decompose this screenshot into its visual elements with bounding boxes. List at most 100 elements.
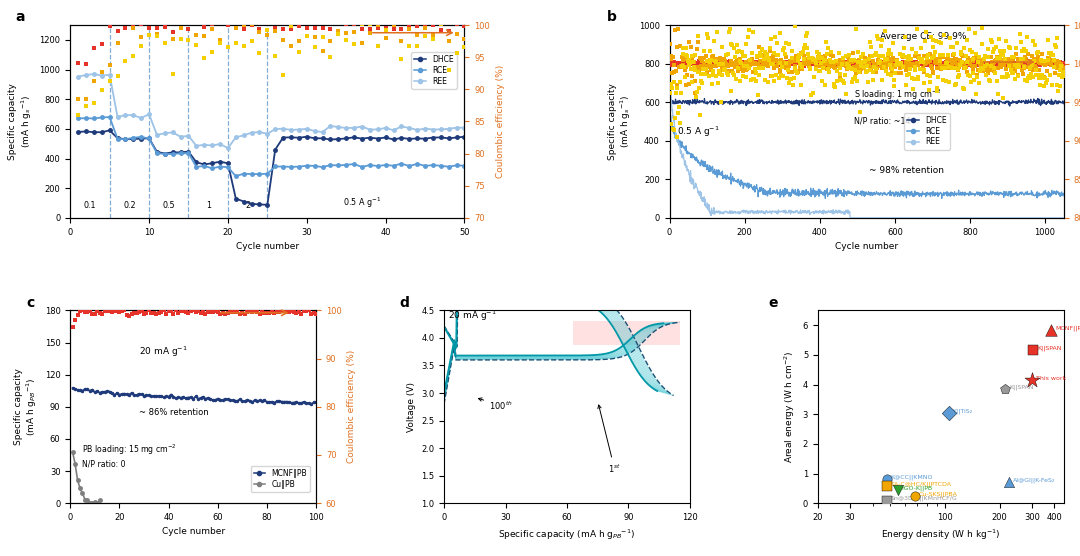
Point: [1018, 33, 1036, 42]
Point: [900, 61, 917, 70]
Point: [854, 60, 872, 69]
Point: [954, 57, 971, 66]
Point: [937, 58, 955, 67]
Point: [1050, 71, 1067, 80]
Point: [951, 55, 969, 64]
Point: [865, 58, 882, 67]
Point: [827, 57, 845, 66]
Point: [970, 61, 987, 70]
Point: [978, 67, 996, 76]
Point: [917, 59, 934, 68]
Point: [314, 23, 332, 32]
Point: [875, 61, 892, 70]
Point: [717, 58, 734, 67]
Point: [968, 52, 985, 61]
Point: [880, 59, 897, 68]
Point: [809, 59, 826, 68]
Point: [852, 61, 869, 70]
Point: [834, 77, 851, 86]
Point: [711, 54, 728, 63]
Point: [795, 59, 812, 68]
Point: [665, 59, 683, 68]
Point: [798, 54, 815, 63]
Point: [921, 71, 939, 80]
Point: [248, 307, 266, 316]
Point: [773, 58, 791, 67]
Point: [943, 59, 960, 68]
Point: [160, 306, 177, 315]
Point: [987, 61, 1004, 70]
Point: [768, 59, 785, 68]
Point: [934, 76, 951, 85]
Point: [900, 59, 917, 68]
Point: [888, 61, 905, 70]
Point: [671, 60, 688, 69]
Point: [678, 71, 696, 80]
Point: [822, 47, 839, 56]
Point: [751, 63, 768, 72]
Point: [879, 61, 896, 70]
Point: [959, 71, 976, 80]
Point: [856, 57, 874, 66]
Point: [889, 59, 906, 68]
Point: [1037, 60, 1054, 69]
Point: [183, 307, 200, 316]
Point: [863, 42, 880, 51]
Point: [734, 61, 752, 70]
Point: [1021, 60, 1038, 69]
Point: [730, 59, 747, 68]
Point: [732, 59, 750, 68]
Point: [708, 58, 726, 67]
Point: [870, 58, 888, 67]
Point: [990, 34, 1008, 43]
Point: [759, 57, 777, 66]
Point: [777, 39, 794, 48]
Point: [927, 58, 944, 67]
Point: [826, 79, 843, 88]
Point: [726, 58, 743, 67]
Point: [805, 56, 822, 64]
Point: [1011, 61, 1028, 70]
Point: [901, 60, 918, 69]
Point: [834, 58, 851, 67]
Point: [338, 28, 355, 37]
Point: [895, 43, 913, 52]
Point: [816, 81, 834, 90]
Point: [692, 76, 710, 85]
Point: [880, 61, 897, 70]
Point: [737, 60, 754, 69]
Point: [845, 48, 862, 57]
Point: [235, 41, 253, 50]
Point: [720, 28, 738, 37]
Point: [1022, 56, 1039, 65]
Point: [1029, 53, 1047, 62]
Point: [1024, 36, 1041, 45]
Point: [1047, 59, 1064, 68]
Point: [804, 54, 821, 63]
Point: [907, 58, 924, 67]
Point: [1009, 54, 1026, 63]
Point: [1053, 60, 1070, 69]
Point: [674, 60, 691, 69]
Point: [109, 72, 126, 81]
Point: [794, 62, 811, 71]
Point: [696, 59, 713, 68]
Point: [782, 58, 799, 67]
Point: [757, 59, 774, 68]
Point: [792, 60, 809, 69]
Point: [712, 70, 729, 78]
Point: [726, 61, 743, 70]
Point: [681, 60, 699, 69]
Point: [772, 55, 789, 64]
Point: [902, 58, 919, 67]
Point: [915, 60, 932, 69]
Point: [957, 63, 974, 72]
Point: [783, 53, 800, 62]
Point: [1005, 61, 1023, 70]
Point: [792, 81, 809, 90]
Point: [727, 61, 744, 70]
Point: [1042, 51, 1059, 59]
Point: [1007, 75, 1024, 83]
Point: [267, 27, 284, 36]
Y-axis label: Coulombic efficiency (%): Coulombic efficiency (%): [496, 65, 504, 178]
